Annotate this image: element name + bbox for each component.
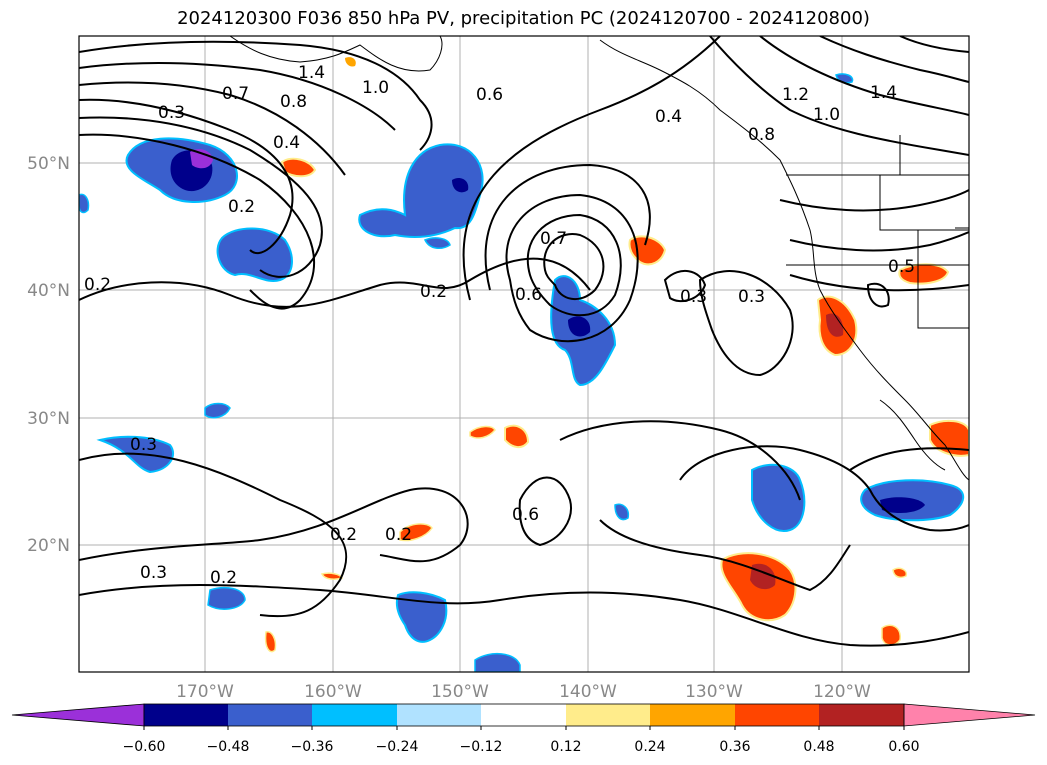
colorbar-segment [566,704,650,726]
contour-label: 0.2 [84,275,111,295]
contour-label: 0.5 [888,257,915,277]
colorbar-tick-label: −0.36 [291,739,334,755]
colorbar-tick-label: −0.60 [123,739,166,755]
colorbar-tick-label: 0.60 [888,739,919,755]
colorbar-segment [481,704,566,726]
graticule [79,36,969,672]
map-plot-area: 1.4 1.0 0.7 0.8 0.3 0.4 0.2 0.6 0.8 1.2 … [79,36,969,672]
lat-label: 50°N [27,154,70,174]
contour-label: 0.3 [158,103,185,123]
lon-label: 140°W [559,682,617,702]
coastlines [229,36,969,481]
colorbar-tick-label: 0.48 [803,739,834,755]
colorbar-tick-label: 0.36 [719,739,750,755]
colorbar-tick-label: −0.24 [376,739,419,755]
colorbar-tick-label: 0.12 [550,739,581,755]
contour-label: 0.3 [130,435,157,455]
contour-label: 0.2 [210,568,237,588]
contour-label: 0.2 [330,525,357,545]
colorbar-segment [228,704,312,726]
contour-label: 1.4 [298,63,325,83]
lat-label: 40°N [27,281,70,301]
map-background [79,36,969,672]
latitude-labels: 50°N 40°N 30°N 20°N [27,154,70,556]
colorbar: −0.60 −0.48 −0.36 −0.24 −0.12 0.12 0.24 … [11,703,1036,755]
contour-label: 0.7 [222,84,249,104]
colorbar-segment [819,704,904,726]
colorbar-tick-label: −0.48 [207,739,250,755]
contour-label: 1.2 [782,85,809,105]
colorbar-tick-label: 0.24 [634,739,665,755]
longitude-labels: 170°W 160°W 150°W 140°W 130°W 120°W [176,682,871,702]
colorbar-outline [143,703,905,727]
contour-label: 0.2 [228,197,255,217]
lat-label: 30°N [27,409,70,429]
lon-label: 160°W [304,682,362,702]
map-border [78,35,970,673]
contour-label: 1.0 [813,105,840,125]
contour-label: 0.8 [280,92,307,112]
contour-label: 0.2 [385,525,412,545]
colorbar-segment [650,704,735,726]
contour-label: 0.6 [476,85,503,105]
contour-label: 0.3 [680,287,707,307]
colorbar-segment [397,704,481,726]
lon-label: 170°W [176,682,234,702]
contour-label: 1.4 [870,83,897,103]
contour-label: 0.6 [512,505,539,525]
contour-label: 0.7 [540,229,567,249]
colorbar-segment [312,704,397,726]
contour-label: 0.6 [515,285,542,305]
lon-label: 120°W [813,682,871,702]
contour-label: 1.0 [362,78,389,98]
lon-label: 130°W [685,682,743,702]
pv-contours [79,36,969,647]
colorbar-segments [11,703,1036,730]
contour-label: 0.3 [140,563,167,583]
colorbar-tick-labels: −0.60 −0.48 −0.36 −0.24 −0.12 0.12 0.24 … [123,739,920,755]
contour-label: 0.8 [748,125,775,145]
colorbar-left-extension [11,703,145,727]
contour-label: 0.2 [420,282,447,302]
contour-label: 0.4 [273,133,300,153]
negative-precip-patches [79,73,965,672]
map-title: 2024120300 F036 850 hPa PV, precipitatio… [177,8,870,29]
colorbar-tick-label: −0.12 [460,739,503,755]
lon-label: 150°W [431,682,489,702]
colorbar-segment [144,704,228,726]
contour-label: 0.4 [655,107,682,127]
lat-label: 20°N [27,536,70,556]
contour-labels: 1.4 1.0 0.7 0.8 0.3 0.4 0.2 0.6 0.8 1.2 … [84,63,915,588]
colorbar-right-extension [903,703,1036,727]
colorbar-segment [735,704,819,726]
contour-label: 0.3 [738,287,765,307]
